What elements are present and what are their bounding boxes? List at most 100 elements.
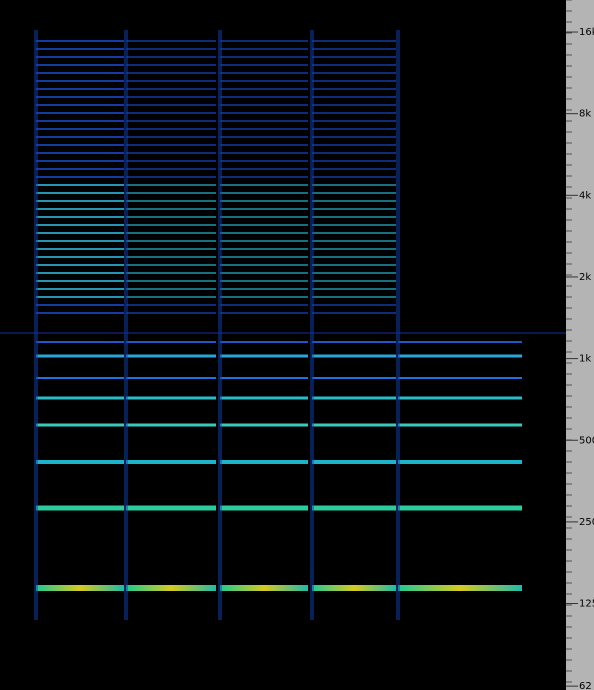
harmonic [36, 585, 124, 591]
overtone [36, 200, 124, 202]
overtone [220, 104, 308, 106]
overtone [36, 192, 124, 194]
overtone [312, 104, 396, 106]
harmonic [220, 397, 308, 400]
overtone [36, 88, 124, 90]
overtone [220, 56, 308, 58]
overtone [36, 40, 124, 42]
overtone [220, 208, 308, 210]
overtone [36, 208, 124, 210]
harmonic [312, 355, 396, 358]
overtone [312, 176, 396, 178]
overtone [312, 128, 396, 130]
overtone [220, 272, 308, 274]
overtone [126, 224, 216, 226]
y-tick-label: 250 [579, 517, 594, 528]
harmonic [398, 585, 522, 591]
overtone [220, 72, 308, 74]
harmonic [36, 341, 124, 343]
spectrogram-chart: 16k8k4k2k1k50025012562 [0, 0, 594, 690]
overtone [220, 120, 308, 122]
overtone [36, 232, 124, 234]
overtone [36, 264, 124, 266]
overtone [220, 88, 308, 90]
overtone [312, 232, 396, 234]
overtone [312, 88, 396, 90]
overtone [126, 152, 216, 154]
harmonic [36, 460, 124, 464]
overtone [126, 208, 216, 210]
overtone [126, 288, 216, 290]
overtone [126, 296, 216, 298]
harmonic [398, 506, 522, 511]
harmonic [126, 377, 216, 379]
harmonic [36, 506, 124, 511]
harmonic [220, 355, 308, 358]
overtone [126, 88, 216, 90]
overtone [220, 240, 308, 242]
overtone [312, 184, 396, 186]
overtone [126, 200, 216, 202]
harmonic [36, 355, 124, 358]
harmonic [398, 460, 522, 464]
overtone [126, 272, 216, 274]
overtone [312, 288, 396, 290]
overtone [220, 200, 308, 202]
overtone [312, 312, 396, 314]
overtone [126, 232, 216, 234]
overtone [220, 280, 308, 282]
harmonic [398, 355, 522, 358]
harmonic [220, 424, 308, 427]
overtone [36, 168, 124, 170]
overtone [126, 264, 216, 266]
page: 16k8k4k2k1k50025012562 (() => { const da… [0, 0, 594, 690]
overtone [36, 288, 124, 290]
overtone [312, 280, 396, 282]
overtone [126, 128, 216, 130]
overtone [312, 296, 396, 298]
overtone [36, 136, 124, 138]
overtone [312, 72, 396, 74]
y-tick-label: 8k [579, 109, 591, 120]
overtone [36, 216, 124, 218]
harmonic [398, 377, 522, 379]
overtone [220, 256, 308, 258]
overtone [126, 216, 216, 218]
overtone [126, 176, 216, 178]
overtone [126, 80, 216, 82]
overtone [312, 64, 396, 66]
overtone [312, 80, 396, 82]
overtone [126, 72, 216, 74]
overtone [220, 168, 308, 170]
overtone [36, 80, 124, 82]
overtone [126, 136, 216, 138]
harmonic [36, 424, 124, 427]
overtone [312, 256, 396, 258]
overtone [36, 120, 124, 122]
onset [34, 30, 38, 620]
harmonic [312, 585, 396, 591]
overtone [126, 104, 216, 106]
overtone [126, 248, 216, 250]
overtone [312, 248, 396, 250]
overtone [220, 288, 308, 290]
overtone [36, 48, 124, 50]
harmonic [126, 424, 216, 427]
overtone [36, 224, 124, 226]
overtone [36, 104, 124, 106]
harmonic [126, 355, 216, 358]
overtone [312, 192, 396, 194]
overtone [126, 144, 216, 146]
overtone [220, 224, 308, 226]
y-tick-label: 2k [579, 272, 591, 283]
overtone [312, 136, 396, 138]
harmonic [126, 341, 216, 343]
overtone [312, 120, 396, 122]
overtone [220, 128, 308, 130]
overtone [220, 80, 308, 82]
harmonic [312, 460, 396, 464]
onset [396, 30, 400, 620]
harmonic [126, 460, 216, 464]
overtone [36, 272, 124, 274]
harmonic [36, 397, 124, 400]
